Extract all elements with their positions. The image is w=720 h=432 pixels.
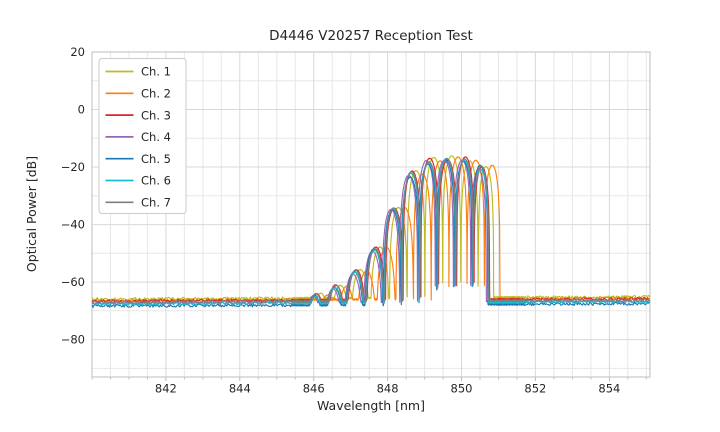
y-axis-label: Optical Power [dB] — [24, 156, 39, 272]
legend-item-4: Ch. 4 — [105, 130, 171, 144]
legend-item-6: Ch. 6 — [105, 174, 171, 188]
x-tick-label: 852 — [524, 382, 546, 396]
legend: Ch. 1 Ch. 2 Ch. 3 Ch. 4 Ch. 5 Ch. 6 Ch. 7 — [98, 58, 187, 214]
x-axis-label: Wavelength [nm] — [317, 398, 425, 413]
y-tick-label: −40 — [61, 218, 85, 232]
legend-item-2: Ch. 2 — [105, 87, 171, 101]
chart-title: D4446 V20257 Reception Test — [269, 28, 473, 44]
legend-label: Ch. 3 — [141, 108, 171, 122]
x-tick-label: 846 — [303, 382, 325, 396]
legend-box — [98, 58, 187, 214]
x-tick-label: 848 — [377, 382, 399, 396]
legend-label: Ch. 7 — [141, 196, 171, 210]
x-tick-label: 842 — [155, 382, 177, 396]
legend-item-3: Ch. 3 — [105, 108, 171, 122]
plot-border — [91, 51, 651, 378]
legend-label: Ch. 6 — [141, 174, 171, 188]
y-tick-label: 20 — [70, 45, 85, 59]
legend-item-7: Ch. 7 — [105, 196, 171, 210]
legend-label: Ch. 1 — [141, 65, 171, 79]
legend-label: Ch. 2 — [141, 87, 171, 101]
y-tick-label: 0 — [78, 103, 85, 117]
legend-item-1: Ch. 1 — [105, 65, 171, 79]
legend-label: Ch. 5 — [141, 152, 171, 166]
tick-labels: 842 844 846 848 850 852 854 20 0 −20 −40 −60 −80 — [61, 45, 621, 396]
x-tick-label: 854 — [598, 382, 620, 396]
y-tick-label: −80 — [61, 333, 85, 347]
series-line-ch-7 — [92, 158, 650, 305]
legend-label: Ch. 4 — [141, 130, 171, 144]
series-layer — [92, 155, 650, 308]
x-tick-label: 844 — [229, 382, 251, 396]
legend-item-5: Ch. 5 — [105, 152, 171, 166]
x-tick-label: 850 — [451, 382, 473, 396]
y-tick-label: −60 — [61, 275, 85, 289]
y-tick-label: −20 — [61, 160, 85, 174]
